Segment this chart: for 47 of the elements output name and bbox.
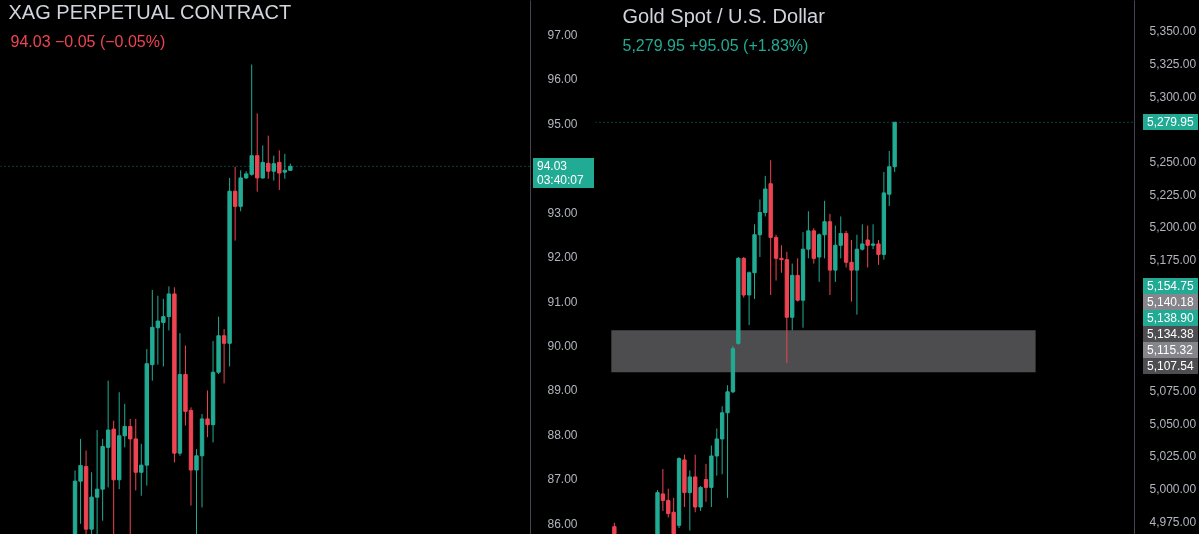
text: 5,154.75 <box>1143 277 1198 294</box>
text: 94.03 −0.05 (−0.05%) <box>10 33 166 50</box>
y-tick-label: 91.00 <box>547 294 578 309</box>
y-tick-label: 87.00 <box>547 472 578 487</box>
text: 5,134.38 <box>1143 325 1198 342</box>
y-tick-label: 5,225.00 <box>1149 187 1197 202</box>
y-tick-label: 5,000.00 <box>1149 482 1197 497</box>
candlestick <box>870 223 876 250</box>
text: 5,107.54 <box>1143 357 1198 374</box>
ref-line-label: 94.03 03:40:07 <box>533 157 594 188</box>
candlestick <box>255 112 260 193</box>
y-tick-label: 5,200.00 <box>1149 220 1197 235</box>
candlestick <box>205 389 210 438</box>
y-tick-label: 93.00 <box>547 205 578 220</box>
y-tick-label: 5,175.00 <box>1149 253 1197 268</box>
candlestick <box>698 485 703 512</box>
y-tick-label: 86.00 <box>547 516 578 531</box>
text: 5,115.32 <box>1143 341 1198 358</box>
y-tick-label: 97.00 <box>547 27 578 42</box>
y-tick-label: 96.00 <box>547 72 578 87</box>
candlestick <box>266 135 271 180</box>
y-tick-label: 4,975.00 <box>1149 514 1197 529</box>
candlestick <box>876 239 881 266</box>
candlestick <box>221 328 227 384</box>
y-tick-label: 5,025.00 <box>1149 449 1197 464</box>
text: 5,279.95 +95.05 (+1.83%) <box>622 37 809 54</box>
candlestick <box>687 469 692 532</box>
y-tick-label: 92.00 <box>547 250 578 265</box>
chart-title: XAG PERPETUAL CONTRACT <box>8 0 292 23</box>
candlestick <box>232 166 238 242</box>
y-tick-label: 5,050.00 <box>1149 416 1197 431</box>
y-tick-label: 95.00 <box>547 116 578 131</box>
y-tick-label: 89.00 <box>547 383 578 398</box>
text: 5,140.18 <box>1143 293 1198 310</box>
candlestick <box>703 463 709 503</box>
y-tick-label: 90.00 <box>547 339 578 354</box>
candlestick <box>277 149 282 191</box>
y-tick-label: 88.00 <box>547 427 578 442</box>
text: 5,138.90 <box>1143 309 1198 326</box>
candlestick <box>865 225 870 268</box>
ref-line-label: 5,279.95 <box>1143 113 1198 130</box>
y-tick-label: 5,350.00 <box>1149 24 1197 39</box>
y-tick-label: 5,300.00 <box>1149 89 1197 104</box>
y-tick-label: 5,325.00 <box>1149 56 1197 71</box>
chart-title: Gold Spot / U.S. Dollar <box>622 4 826 27</box>
y-tick-label: 5,250.00 <box>1149 154 1197 169</box>
y-tick-label: 5,075.00 <box>1149 384 1197 399</box>
